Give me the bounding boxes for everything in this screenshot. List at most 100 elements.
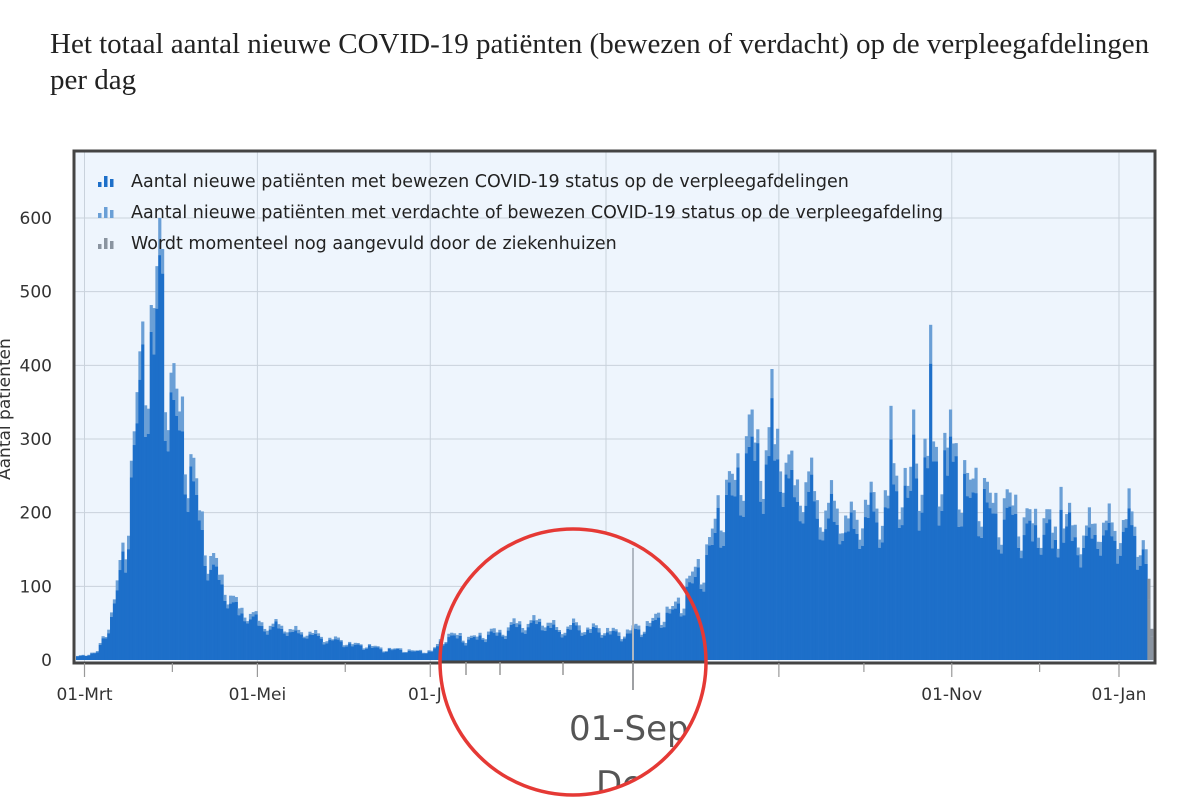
bar-suspected	[444, 642, 448, 644]
bar-suspected	[112, 599, 117, 604]
bar-proven	[1087, 527, 1091, 660]
bar-proven	[778, 491, 783, 660]
x-axis: 01-Mrt 01-Mei 01-Ju 01-Nov 01-Jan	[56, 663, 1146, 705]
bar-suspected	[849, 501, 853, 513]
bar-suspected	[529, 620, 533, 623]
bar-proven	[475, 639, 479, 662]
bar-proven	[960, 526, 964, 660]
bar-proven	[339, 641, 343, 660]
bar-suspected	[101, 636, 105, 639]
y-tick-label: 300	[20, 430, 52, 450]
bar-suspected	[421, 652, 425, 654]
bar-suspected	[537, 618, 542, 622]
bar-proven	[1011, 514, 1015, 660]
bar-suspected	[115, 580, 119, 591]
bar-suspected	[889, 405, 893, 440]
bar-proven	[1045, 523, 1049, 660]
bar-suspected	[776, 428, 780, 460]
bar-suspected	[1118, 543, 1123, 556]
bar-suspected	[1127, 488, 1131, 509]
bar-suspected	[1138, 555, 1143, 566]
bar-proven	[906, 497, 910, 660]
bar-proven	[637, 629, 641, 662]
bar-proven	[101, 638, 105, 660]
bar-suspected	[1028, 509, 1032, 521]
bar-proven	[931, 461, 936, 660]
bar-suspected	[574, 622, 579, 626]
bar-proven	[937, 525, 941, 660]
bar-proven	[1118, 555, 1123, 660]
x-tick-label: 01-Mei	[229, 685, 287, 705]
legend: Aantal nieuwe patiënten met bewezen COVI…	[98, 172, 943, 254]
bar-proven	[418, 651, 423, 660]
bar-suspected	[291, 629, 295, 632]
bar-suspected	[812, 491, 817, 502]
bar-suspected	[314, 630, 318, 634]
bar-proven	[260, 626, 264, 660]
bar-suspected	[835, 508, 839, 525]
bar-suspected	[501, 634, 505, 637]
bar-suspected	[552, 620, 556, 625]
bar-suspected	[991, 502, 995, 514]
bar-proven	[186, 511, 190, 660]
bar-suspected	[1033, 508, 1038, 526]
bar-suspected	[832, 500, 836, 522]
bar-proven	[155, 308, 159, 660]
bar-proven	[583, 634, 587, 662]
bar-proven	[815, 518, 819, 660]
bar-proven	[200, 529, 204, 660]
x-tick-label: 01-Nov	[921, 685, 982, 705]
bar-proven	[387, 648, 391, 660]
bar-proven	[674, 608, 678, 662]
bar-proven	[248, 619, 253, 660]
bar-suspected	[396, 648, 400, 649]
bar-suspected	[937, 506, 941, 526]
bar-proven	[1144, 563, 1148, 660]
bar-proven	[169, 392, 173, 660]
bar-proven	[421, 653, 425, 660]
bar-suspected	[637, 625, 641, 630]
legend-swatch	[98, 244, 102, 249]
bar-proven	[804, 505, 808, 660]
bar-proven	[801, 523, 805, 660]
bar-proven	[166, 451, 170, 660]
bar-proven	[997, 549, 1001, 660]
bar-suspected	[744, 436, 749, 454]
bar-suspected	[821, 531, 825, 541]
bar-proven	[121, 551, 125, 660]
bar-suspected	[540, 625, 544, 631]
bar-proven	[909, 490, 913, 660]
bar-suspected	[1130, 511, 1134, 526]
bar-suspected	[617, 632, 621, 636]
bar-suspected	[277, 624, 281, 629]
bar-proven	[665, 612, 669, 662]
bar-proven	[271, 626, 275, 660]
bar-suspected	[203, 555, 207, 566]
bar-proven	[331, 640, 335, 660]
bar-proven	[209, 569, 213, 660]
bar-suspected	[1093, 523, 1097, 536]
bar-suspected	[183, 474, 187, 495]
bar-suspected	[294, 625, 298, 631]
bar-suspected	[348, 641, 352, 644]
bar-proven	[1099, 555, 1103, 660]
bar-proven	[322, 644, 326, 660]
bar-suspected	[554, 627, 559, 630]
bar-proven	[328, 639, 332, 660]
bar-suspected	[325, 641, 329, 644]
bar-suspected	[640, 634, 644, 638]
bar-suspected	[679, 613, 683, 617]
bar-suspected	[472, 635, 476, 637]
bar-proven	[393, 649, 397, 660]
bar-proven	[399, 649, 403, 660]
bar-proven	[654, 619, 658, 662]
bar-suspected	[299, 632, 304, 635]
bar-proven	[968, 497, 972, 660]
bar-proven	[591, 626, 596, 662]
bar-proven	[1033, 525, 1038, 660]
bar-proven	[866, 517, 870, 660]
bar-suspected	[212, 553, 216, 565]
bar-suspected	[342, 645, 346, 648]
bar-suspected	[1002, 498, 1006, 520]
bar-suspected	[1116, 548, 1120, 564]
